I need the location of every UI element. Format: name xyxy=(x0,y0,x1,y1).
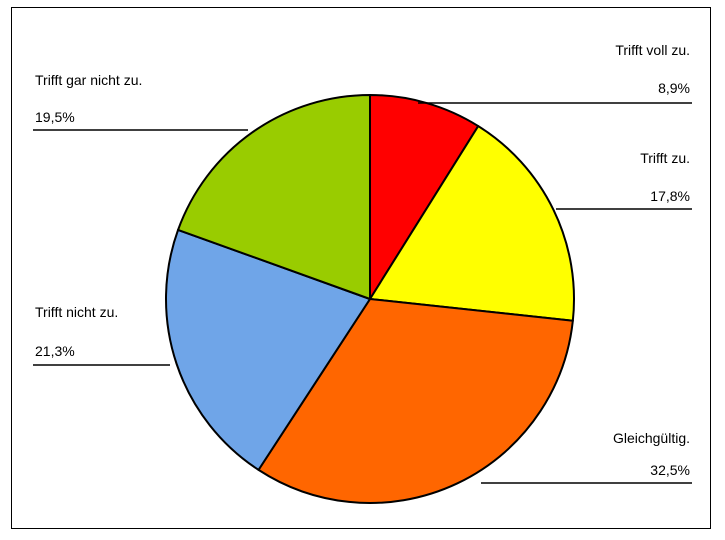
slice-value-gleichgültig: 32,5% xyxy=(650,462,690,478)
slice-label-trifft-voll-zu: Trifft voll zu. xyxy=(615,42,690,58)
slice-value-trifft-gar-nicht-zu: 19,5% xyxy=(35,109,75,125)
slice-value-trifft-nicht-zu: 21,3% xyxy=(35,343,75,359)
pie-slice-trifft-nicht-zu xyxy=(165,228,371,471)
slice-label-trifft-gar-nicht-zu: Trifft gar nicht zu. xyxy=(35,72,142,88)
slice-value-trifft-voll-zu: 8,9% xyxy=(658,80,690,96)
pie-slice-trifft-gar-nicht-zu xyxy=(177,94,371,300)
slice-label-trifft-nicht-zu: Trifft nicht zu. xyxy=(35,304,118,320)
slice-label-gleichgültig: Gleichgültig. xyxy=(613,430,690,446)
slice-value-trifft-zu: 17,8% xyxy=(650,188,690,204)
pie-slice-trifft-zu xyxy=(369,125,575,322)
slice-label-trifft-zu: Trifft zu. xyxy=(640,150,690,166)
